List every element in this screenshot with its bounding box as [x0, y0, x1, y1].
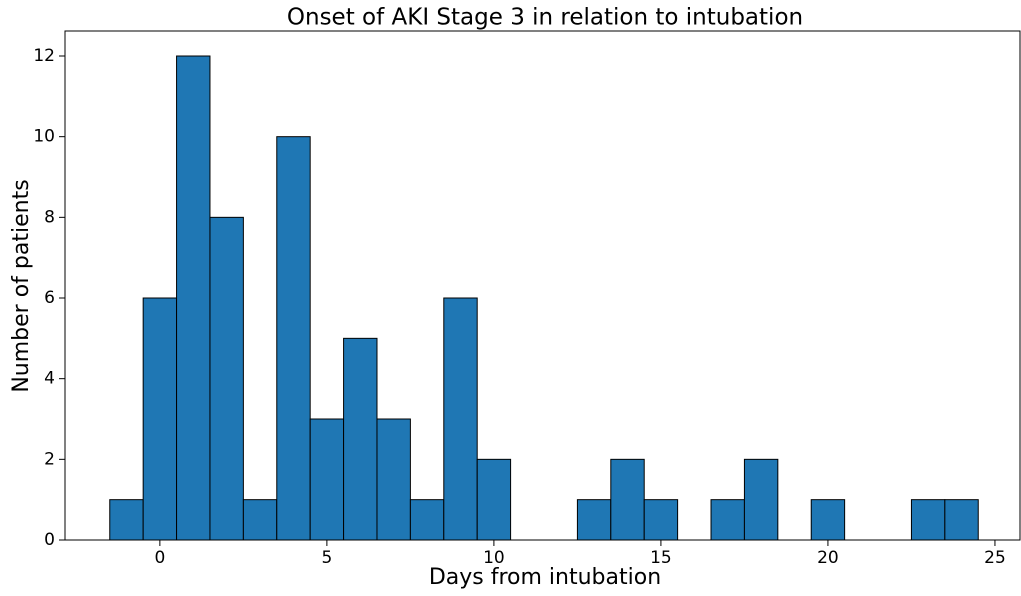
x-tick-label: 5 [321, 548, 332, 568]
bar [343, 337, 378, 541]
bar [476, 458, 512, 541]
bar [109, 499, 144, 541]
y-tick-label: 8 [44, 207, 55, 227]
x-tick-label: 0 [154, 548, 165, 568]
x-axis-label: Days from intubation [429, 565, 661, 590]
bar [810, 499, 846, 541]
bar [944, 499, 979, 541]
y-tick-label: 6 [44, 288, 55, 308]
bar [910, 499, 946, 541]
y-tick-label: 0 [44, 530, 55, 550]
bar [743, 458, 779, 541]
chart-title: Onset of AKI Stage 3 in relation to intu… [287, 5, 803, 31]
x-tick-label: 20 [817, 548, 839, 568]
bar [443, 297, 478, 541]
bar [242, 499, 278, 541]
x-tick-label: 10 [483, 548, 505, 568]
y-tick-label: 10 [33, 127, 55, 147]
bar [276, 136, 311, 541]
bar [309, 418, 345, 541]
bar [176, 55, 211, 541]
y-axis-label: Number of patients [9, 179, 34, 392]
bar [576, 499, 612, 541]
x-tick-label: 25 [984, 548, 1006, 568]
plot-frame [64, 30, 1021, 541]
bar [643, 499, 679, 541]
bar [710, 499, 745, 541]
bar [409, 499, 445, 541]
bar [209, 216, 244, 541]
y-tick-label: 2 [44, 449, 55, 469]
y-tick-label: 12 [33, 46, 55, 66]
bar [376, 418, 411, 541]
bar [142, 297, 178, 541]
bar [610, 458, 645, 541]
y-tick-label: 4 [44, 369, 55, 389]
x-tick-label: 15 [650, 548, 672, 568]
